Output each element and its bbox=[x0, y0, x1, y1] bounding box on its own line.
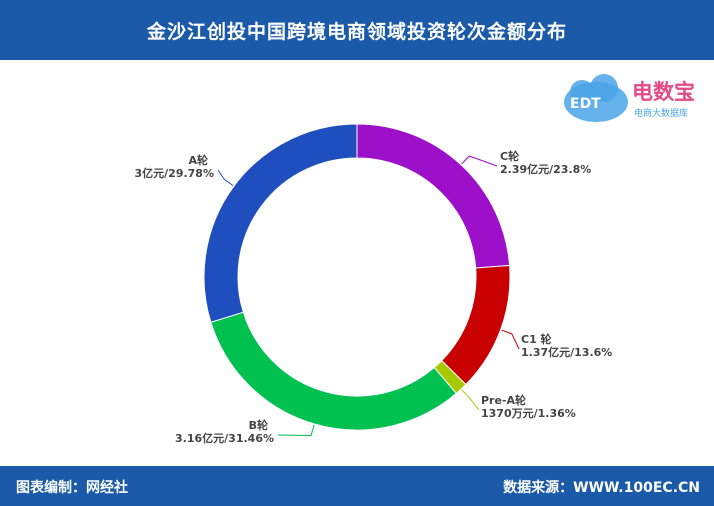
slice-label-value-1: 1.37亿元/13.6% bbox=[521, 345, 612, 359]
slice-label-name-4: A轮 bbox=[188, 153, 208, 167]
chart-labels: C轮2.39亿元/23.8% C1 轮1.37亿元/13.6% Pre-A轮1370… bbox=[135, 149, 613, 445]
slice-label-value-3: 3.16亿元/31.46% bbox=[175, 431, 274, 445]
slice-0 bbox=[356, 123, 511, 269]
slice-label-name-2: Pre-A轮 bbox=[481, 393, 526, 407]
footer-source: 数据来源：WWW.100EC.CN bbox=[503, 480, 700, 496]
logo-mark: EDT bbox=[570, 96, 601, 112]
chart-slices bbox=[203, 123, 511, 431]
slice-3 bbox=[210, 311, 457, 431]
slice-label-value-4: 3亿元/29.78% bbox=[135, 166, 215, 180]
slice-4 bbox=[203, 123, 358, 323]
leader-line-1 bbox=[501, 329, 520, 350]
leader-line-2 bbox=[461, 389, 480, 411]
slice-label-value-0: 2.39亿元/23.8% bbox=[500, 162, 591, 176]
footer-credit: 图表编制：网经社 bbox=[16, 480, 128, 496]
cloud-logo-icon: EDT bbox=[564, 74, 628, 122]
slice-label-name-3: B轮 bbox=[249, 418, 268, 432]
leader-line-3 bbox=[277, 424, 315, 436]
page-title: 金沙江创投中国跨境电商领域投资轮次金额分布 bbox=[146, 20, 567, 43]
slice-label-name-1: C1 轮 bbox=[521, 332, 552, 346]
header-bar: 金沙江创投中国跨境电商领域投资轮次金额分布 bbox=[0, 0, 714, 60]
logo-brand: 电数宝 bbox=[632, 80, 695, 104]
logo-subtitle: 电商大数据库 bbox=[634, 109, 689, 119]
leader-line-4 bbox=[217, 169, 234, 187]
slice-1 bbox=[440, 264, 511, 386]
logo: EDT 电数宝 电商大数据库 bbox=[560, 68, 710, 128]
slice-label-name-0: C轮 bbox=[500, 149, 519, 163]
donut-chart: C轮2.39亿元/23.8% C1 轮1.37亿元/13.6% Pre-A轮1370… bbox=[135, 123, 613, 445]
leader-line-0 bbox=[461, 155, 498, 167]
footer-bar: 图表编制：网经社 数据来源：WWW.100EC.CN bbox=[0, 466, 714, 506]
slice-label-value-2: 1370万元/1.36% bbox=[481, 407, 576, 420]
